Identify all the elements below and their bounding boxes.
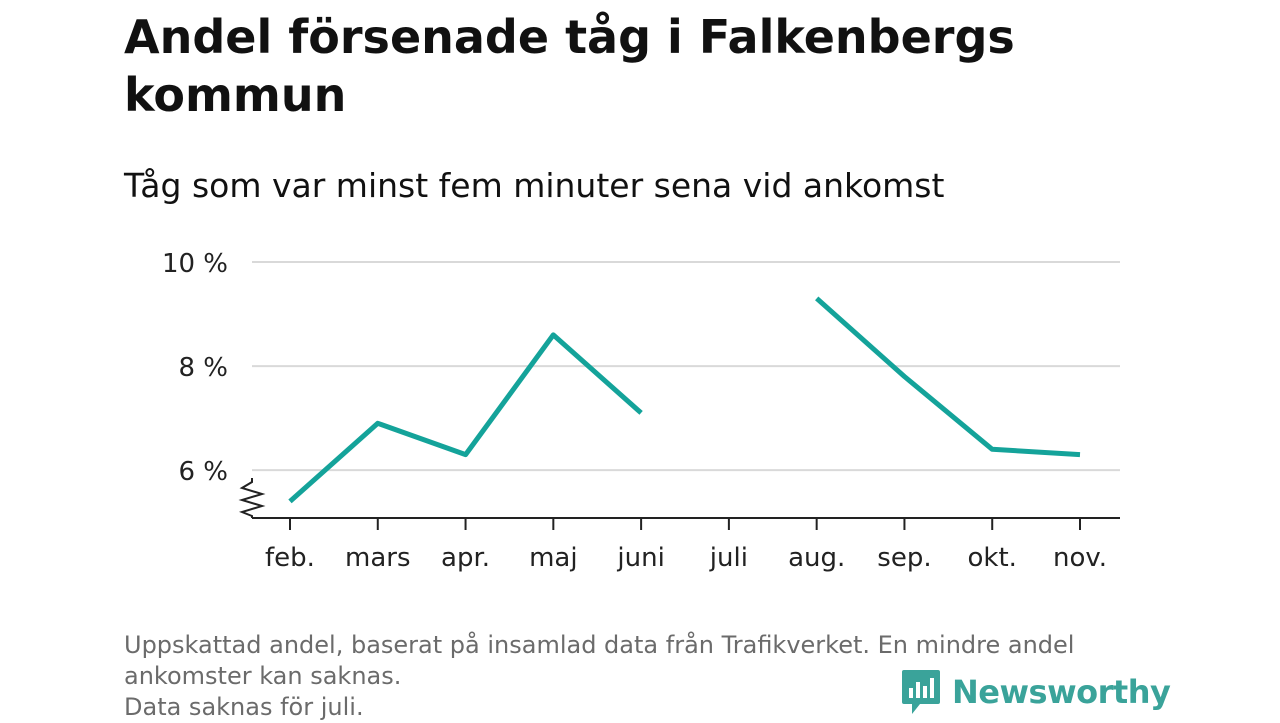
y-tick-labels: 6 % 8 % 10 % — [162, 249, 228, 487]
x-tick-label: apr. — [441, 543, 490, 573]
x-tick-label: juli — [709, 543, 748, 573]
newsworthy-logo-icon — [902, 670, 940, 714]
x-axis — [238, 478, 1120, 530]
x-tick-label: feb. — [265, 543, 315, 573]
axis-break-mark — [238, 478, 266, 518]
x-tick-label: nov. — [1053, 543, 1107, 573]
series-lines — [288, 296, 1081, 504]
x-tick-label: maj — [529, 543, 577, 573]
line-chart: 6 % 8 % 10 % feb. mars apr. maj juni juli aug. se… — [162, 249, 1120, 573]
x-tick-label: juni — [616, 543, 664, 573]
footnote-line-2: Data saknas för juli. — [124, 693, 364, 721]
x-tick-label: sep. — [877, 543, 931, 573]
x-tick-label: mars — [345, 543, 411, 573]
series-line — [288, 332, 643, 504]
y-tick-label: 10 % — [162, 249, 228, 279]
x-tick-label: aug. — [788, 543, 845, 573]
footnote-line-1: Uppskattad andel, baserat på insamlad da… — [124, 631, 1075, 690]
brand-logo: Newsworthy — [900, 668, 1171, 716]
footnote: Uppskattad andel, baserat på insamlad da… — [124, 630, 1164, 723]
brand-name: Newsworthy — [952, 673, 1171, 711]
chart-subtitle: Tåg som var minst fem minuter sena vid a… — [124, 166, 945, 205]
y-tick-label: 6 % — [178, 457, 228, 487]
x-tick-labels: feb. mars apr. maj juni juli aug. sep. okt. nov. — [265, 543, 1107, 573]
x-tick-label: okt. — [968, 543, 1017, 573]
grid-lines — [252, 261, 1120, 472]
series-line — [815, 296, 1081, 458]
chart-title: Andel försenade tåg i Falkenbergs kommun — [124, 10, 1015, 122]
y-tick-label: 8 % — [178, 353, 228, 383]
